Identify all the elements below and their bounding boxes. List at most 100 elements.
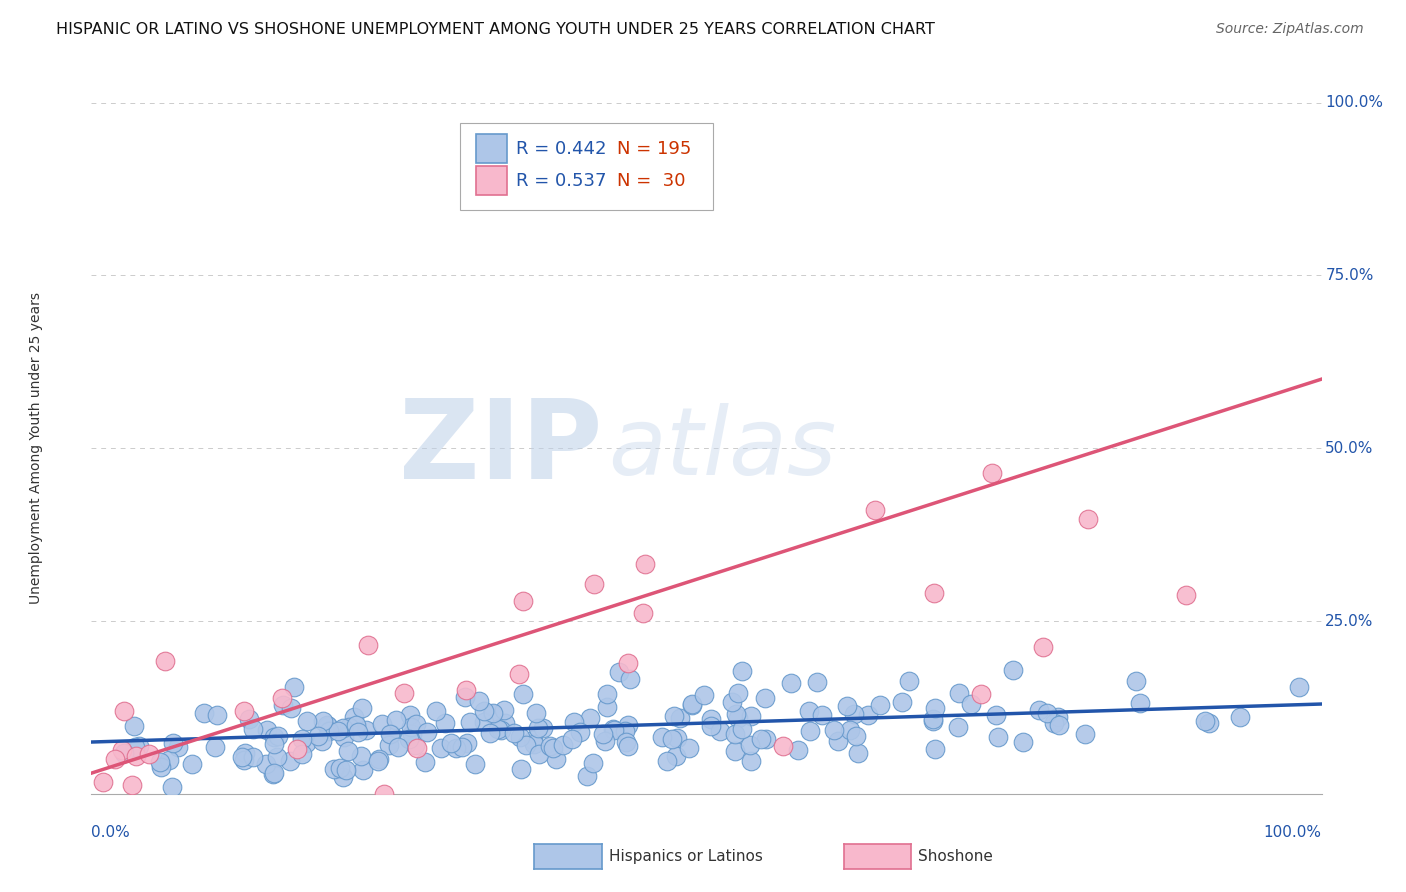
Point bbox=[291, 731, 314, 746]
Point bbox=[987, 731, 1010, 745]
Point bbox=[666, 731, 689, 746]
Point bbox=[661, 731, 683, 746]
Point bbox=[960, 698, 983, 712]
Point bbox=[561, 732, 583, 747]
Text: Shoshone: Shoshone bbox=[918, 849, 993, 863]
Point bbox=[399, 720, 422, 734]
Point bbox=[481, 707, 503, 722]
Point bbox=[322, 762, 344, 776]
Point bbox=[262, 767, 284, 781]
Point bbox=[430, 741, 453, 756]
Point bbox=[472, 714, 495, 729]
Point bbox=[263, 737, 285, 751]
Point bbox=[531, 722, 554, 736]
Point bbox=[740, 754, 762, 768]
Point bbox=[104, 752, 127, 766]
FancyBboxPatch shape bbox=[477, 166, 508, 195]
Point bbox=[509, 731, 531, 745]
Point bbox=[1042, 716, 1064, 731]
Point bbox=[619, 672, 641, 686]
Point bbox=[347, 724, 370, 739]
Point bbox=[280, 701, 302, 715]
Text: 25.0%: 25.0% bbox=[1326, 614, 1374, 629]
Point bbox=[180, 756, 202, 771]
Point bbox=[787, 743, 810, 757]
Point bbox=[898, 673, 921, 688]
Point bbox=[486, 722, 509, 736]
Point bbox=[387, 739, 409, 754]
Text: R = 0.537: R = 0.537 bbox=[516, 171, 606, 190]
Point bbox=[569, 725, 592, 739]
Point bbox=[329, 761, 352, 775]
Point bbox=[401, 727, 423, 741]
Text: 100.0%: 100.0% bbox=[1326, 95, 1384, 110]
Point bbox=[368, 752, 391, 766]
Point bbox=[153, 654, 176, 668]
Point bbox=[724, 707, 747, 722]
Point bbox=[278, 754, 301, 768]
Point bbox=[238, 713, 260, 727]
Point bbox=[337, 744, 360, 758]
Point bbox=[378, 738, 401, 752]
Point bbox=[617, 739, 640, 754]
Text: Hispanics or Latinos: Hispanics or Latinos bbox=[609, 849, 762, 863]
Point bbox=[352, 764, 374, 778]
Point bbox=[1047, 709, 1070, 723]
Point bbox=[1032, 640, 1054, 654]
Point bbox=[332, 771, 354, 785]
Point bbox=[233, 746, 256, 760]
Point bbox=[494, 716, 516, 731]
Point bbox=[709, 723, 731, 738]
Point bbox=[1012, 735, 1035, 749]
Point bbox=[454, 683, 477, 698]
Point bbox=[921, 714, 943, 728]
Point bbox=[634, 557, 657, 571]
Point bbox=[343, 710, 366, 724]
Text: Source: ZipAtlas.com: Source: ZipAtlas.com bbox=[1216, 22, 1364, 37]
Point bbox=[844, 730, 866, 744]
Point bbox=[333, 730, 356, 744]
Point bbox=[754, 691, 776, 706]
Point bbox=[797, 705, 820, 719]
Point bbox=[413, 755, 436, 769]
Point bbox=[602, 722, 624, 736]
FancyBboxPatch shape bbox=[477, 135, 508, 163]
Point bbox=[263, 766, 285, 780]
Point bbox=[162, 780, 184, 795]
Point bbox=[731, 664, 754, 678]
Point bbox=[271, 698, 294, 712]
Point bbox=[668, 711, 690, 725]
Point bbox=[285, 742, 308, 756]
Point bbox=[924, 741, 946, 756]
Point bbox=[380, 727, 402, 741]
Point bbox=[515, 738, 537, 752]
Point bbox=[981, 466, 1004, 480]
Point bbox=[720, 695, 742, 709]
Point bbox=[723, 744, 745, 758]
Point bbox=[806, 675, 828, 690]
Point bbox=[1198, 716, 1220, 731]
Point bbox=[512, 594, 534, 608]
Text: 50.0%: 50.0% bbox=[1326, 441, 1374, 456]
Point bbox=[350, 749, 373, 764]
Point bbox=[503, 726, 526, 740]
Point bbox=[582, 756, 605, 771]
Point bbox=[266, 750, 288, 764]
Point bbox=[307, 729, 329, 743]
Point bbox=[731, 722, 754, 736]
Point bbox=[924, 701, 946, 715]
Point bbox=[543, 740, 565, 755]
FancyBboxPatch shape bbox=[460, 123, 713, 210]
Point bbox=[1129, 697, 1152, 711]
Point bbox=[335, 763, 357, 777]
Point bbox=[614, 724, 637, 739]
Point bbox=[380, 727, 402, 741]
Point bbox=[681, 698, 703, 712]
Point bbox=[869, 698, 891, 712]
Point bbox=[1194, 714, 1216, 729]
Point bbox=[1125, 674, 1147, 689]
Point bbox=[693, 688, 716, 702]
Point bbox=[522, 732, 544, 747]
Point bbox=[1077, 512, 1099, 526]
Point bbox=[1074, 727, 1097, 741]
